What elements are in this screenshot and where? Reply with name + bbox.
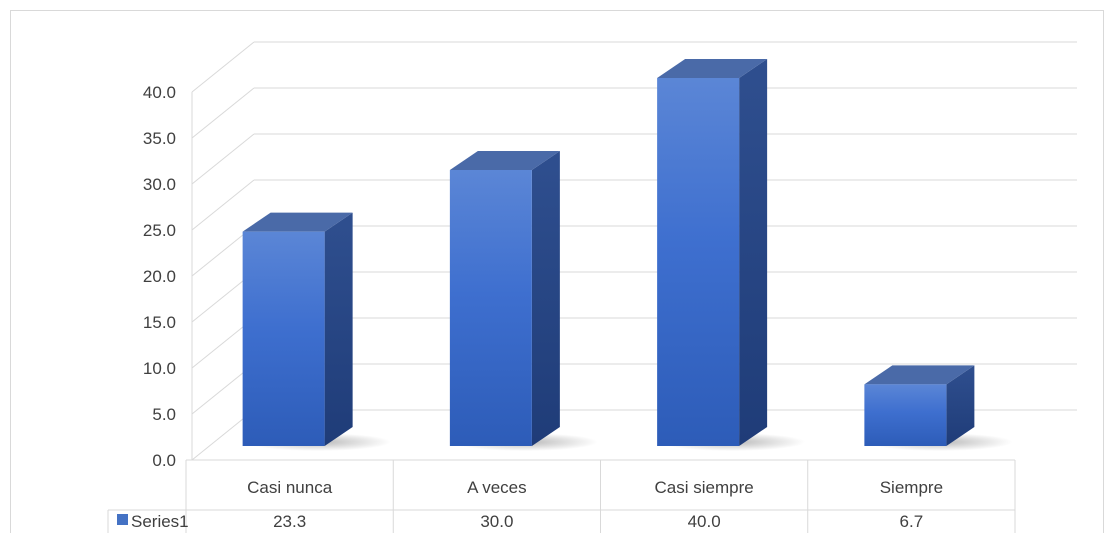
y-tick-label: 5.0 — [152, 405, 176, 424]
category-label: Casi nunca — [247, 478, 333, 497]
bar-side — [946, 365, 975, 446]
y-tick-label: 0.0 — [152, 451, 176, 470]
gridline-diagonal — [191, 133, 255, 185]
data-value-label: 40.0 — [688, 512, 721, 531]
bar-group — [449, 151, 598, 451]
bar-side — [324, 212, 353, 446]
bar-group — [242, 212, 391, 451]
bar-top — [449, 151, 560, 170]
y-tick-label: 30.0 — [143, 175, 176, 194]
category-label: Siempre — [880, 478, 943, 497]
category-label: Casi siempre — [655, 478, 754, 497]
legend-series-name: Series1 — [131, 512, 189, 531]
bar-group — [864, 365, 1013, 451]
category-label: A veces — [467, 478, 527, 497]
data-value-label: 23.3 — [273, 512, 306, 531]
gridline-diagonal — [191, 41, 255, 93]
bar-group — [657, 59, 806, 451]
legend-key — [117, 514, 128, 525]
data-table: Casi nunca 23.3 A veces 30.0 Casi siempre 40.… — [107, 459, 1016, 533]
bar — [864, 384, 947, 446]
data-value-label: 30.0 — [480, 512, 513, 531]
y-tick-label: 40.0 — [143, 83, 176, 102]
bar-side — [531, 151, 560, 446]
y-tick-label: 25.0 — [143, 221, 176, 240]
bar — [242, 231, 325, 446]
chart-frame — [10, 10, 1104, 533]
bars — [242, 59, 1013, 451]
y-axis-tick-labels: 0.0 5.0 10.0 15.0 20.0 25.0 30.0 35.0 40.0 — [143, 83, 176, 470]
y-tick-label: 10.0 — [143, 359, 176, 378]
gridline-diagonal — [191, 179, 255, 231]
y-tick-label: 35.0 — [143, 129, 176, 148]
bar-top — [657, 59, 768, 78]
y-tick-label: 20.0 — [143, 267, 176, 286]
bar-top — [242, 212, 353, 232]
y-tick-label: 15.0 — [143, 313, 176, 332]
gridline-diagonal — [191, 87, 255, 139]
bar — [657, 78, 740, 446]
bar-side — [739, 59, 768, 446]
data-value-label: 6.7 — [900, 512, 924, 531]
bar-top — [864, 365, 975, 385]
bar — [449, 170, 532, 446]
